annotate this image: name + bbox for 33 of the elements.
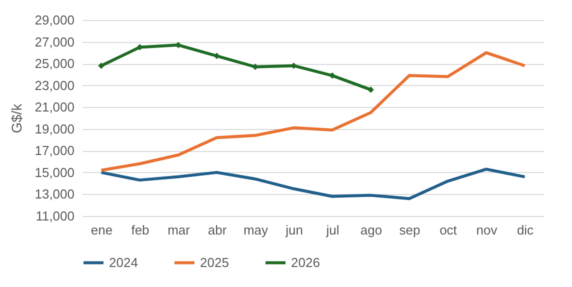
x-tick-label: dic [516,222,534,238]
point [214,52,220,60]
line-series [100,168,526,200]
point [329,72,336,79]
point [368,86,374,93]
x-tick-label: oct [440,222,458,238]
y-tick-label: 13,000 [34,186,74,202]
y-tick-label: 11,000 [36,208,74,224]
x-tick-label: jun [284,222,303,238]
x-tick-label: sep [399,222,420,238]
line-series [100,51,526,172]
x-tick-label: may [243,222,269,238]
legend-label: 2025 [200,254,229,270]
point [175,42,182,48]
y-tick-label: 25,000 [34,56,74,72]
y-tick-label: 17,000 [34,143,74,158]
point [98,62,104,69]
x-tick-label: jul [325,222,340,238]
y-tick-label: 27,000 [34,34,74,50]
legend-label: 2026 [291,254,320,270]
x-tick-label: mar [168,222,191,238]
legend-label: 2024 [109,254,138,270]
y-tick-label: 21,000 [34,100,74,115]
x-tick-label: feb [131,222,150,238]
y-axis-title: G$/k [8,102,25,134]
y-tick-label: 15,000 [34,164,74,180]
x-tick-label: abr [208,222,228,238]
x-tick-label: ene [90,222,113,238]
y-tick-label: 19,000 [34,121,74,136]
y-tick-label: 23,000 [34,78,74,93]
x-tick-label: ago [360,222,382,238]
y-tick-label: 29,000 [34,12,74,28]
x-tick-label: nov [476,222,498,238]
